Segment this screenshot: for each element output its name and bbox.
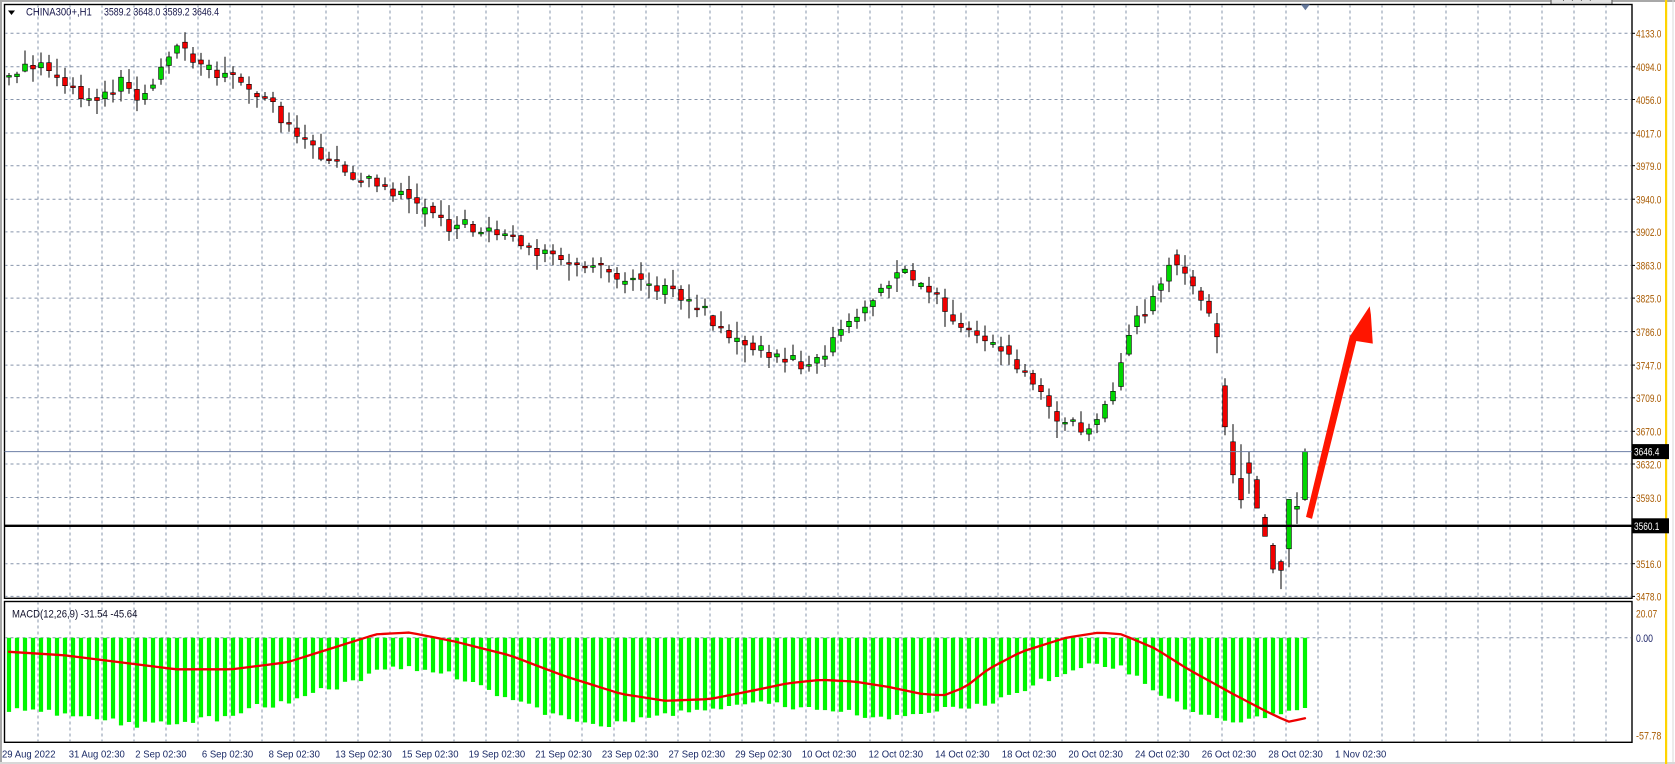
svg-text:20.07: 20.07 bbox=[1636, 609, 1657, 621]
svg-text:3940.0: 3940.0 bbox=[1636, 195, 1661, 207]
svg-text:19 Sep 02:30: 19 Sep 02:30 bbox=[469, 750, 526, 761]
svg-text:6 Sep 02:30: 6 Sep 02:30 bbox=[202, 750, 254, 761]
svg-text:24 Oct 02:30: 24 Oct 02:30 bbox=[1135, 750, 1190, 761]
svg-text:2 Sep 02:30: 2 Sep 02:30 bbox=[135, 750, 187, 761]
svg-text:3825.0: 3825.0 bbox=[1636, 293, 1661, 305]
svg-text:27 Sep 02:30: 27 Sep 02:30 bbox=[669, 750, 726, 761]
svg-text:3786.0: 3786.0 bbox=[1636, 327, 1661, 339]
svg-text:29 Aug 2022: 29 Aug 2022 bbox=[2, 750, 56, 761]
svg-text:3478.0: 3478.0 bbox=[1636, 592, 1661, 604]
svg-text:4056.0: 4056.0 bbox=[1636, 95, 1661, 107]
svg-text:3863.0: 3863.0 bbox=[1636, 261, 1661, 273]
svg-text:4133.0: 4133.0 bbox=[1636, 29, 1661, 41]
svg-text:26 Oct 02:30: 26 Oct 02:30 bbox=[1202, 750, 1257, 761]
svg-text:3979.0: 3979.0 bbox=[1636, 161, 1661, 173]
svg-text:13 Sep 02:30: 13 Sep 02:30 bbox=[335, 750, 392, 761]
svg-text:12 Oct 02:30: 12 Oct 02:30 bbox=[869, 750, 924, 761]
svg-text:31 Aug 02:30: 31 Aug 02:30 bbox=[69, 750, 125, 761]
svg-text:3902.0: 3902.0 bbox=[1636, 227, 1661, 239]
svg-text:8 Sep 02:30: 8 Sep 02:30 bbox=[269, 750, 321, 761]
svg-text:-57.78: -57.78 bbox=[1636, 730, 1661, 742]
svg-text:20 Oct 02:30: 20 Oct 02:30 bbox=[1068, 750, 1123, 761]
svg-text:0.00: 0.00 bbox=[1636, 633, 1653, 645]
svg-text:29 Sep 02:30: 29 Sep 02:30 bbox=[735, 750, 792, 761]
svg-text:MACD(12,26,9) -31.54 -45.64: MACD(12,26,9) -31.54 -45.64 bbox=[12, 609, 137, 621]
svg-text:18 Oct 02:30: 18 Oct 02:30 bbox=[1002, 750, 1057, 761]
svg-text:21 Sep 02:30: 21 Sep 02:30 bbox=[535, 750, 592, 761]
svg-text:3670.0: 3670.0 bbox=[1636, 427, 1661, 439]
svg-text:3589.2 3648.0 3589.2 3646.4: 3589.2 3648.0 3589.2 3646.4 bbox=[104, 7, 219, 19]
svg-text:28 Oct 02:30: 28 Oct 02:30 bbox=[1268, 750, 1323, 761]
svg-text:3560.1: 3560.1 bbox=[1634, 521, 1659, 533]
svg-text:3646.4: 3646.4 bbox=[1634, 447, 1659, 459]
svg-text:1 Nov 02:30: 1 Nov 02:30 bbox=[1335, 750, 1387, 761]
svg-text:▼▼▼▼: ▼▼▼▼ bbox=[1559, 0, 1595, 3]
svg-text:23 Sep 02:30: 23 Sep 02:30 bbox=[602, 750, 659, 761]
svg-text:14 Oct 02:30: 14 Oct 02:30 bbox=[935, 750, 990, 761]
svg-text:15 Sep 02:30: 15 Sep 02:30 bbox=[402, 750, 459, 761]
svg-text:3747.0: 3747.0 bbox=[1636, 360, 1661, 372]
svg-text:3516.0: 3516.0 bbox=[1636, 559, 1661, 571]
svg-text:4094.0: 4094.0 bbox=[1636, 62, 1661, 74]
svg-text:CHINA300+,H1: CHINA300+,H1 bbox=[26, 7, 92, 19]
svg-text:4017.0: 4017.0 bbox=[1636, 128, 1661, 140]
svg-text:10 Oct 02:30: 10 Oct 02:30 bbox=[802, 750, 857, 761]
svg-text:3709.0: 3709.0 bbox=[1636, 393, 1661, 405]
svg-text:3632.0: 3632.0 bbox=[1636, 459, 1661, 471]
svg-text:3593.0: 3593.0 bbox=[1636, 493, 1661, 505]
